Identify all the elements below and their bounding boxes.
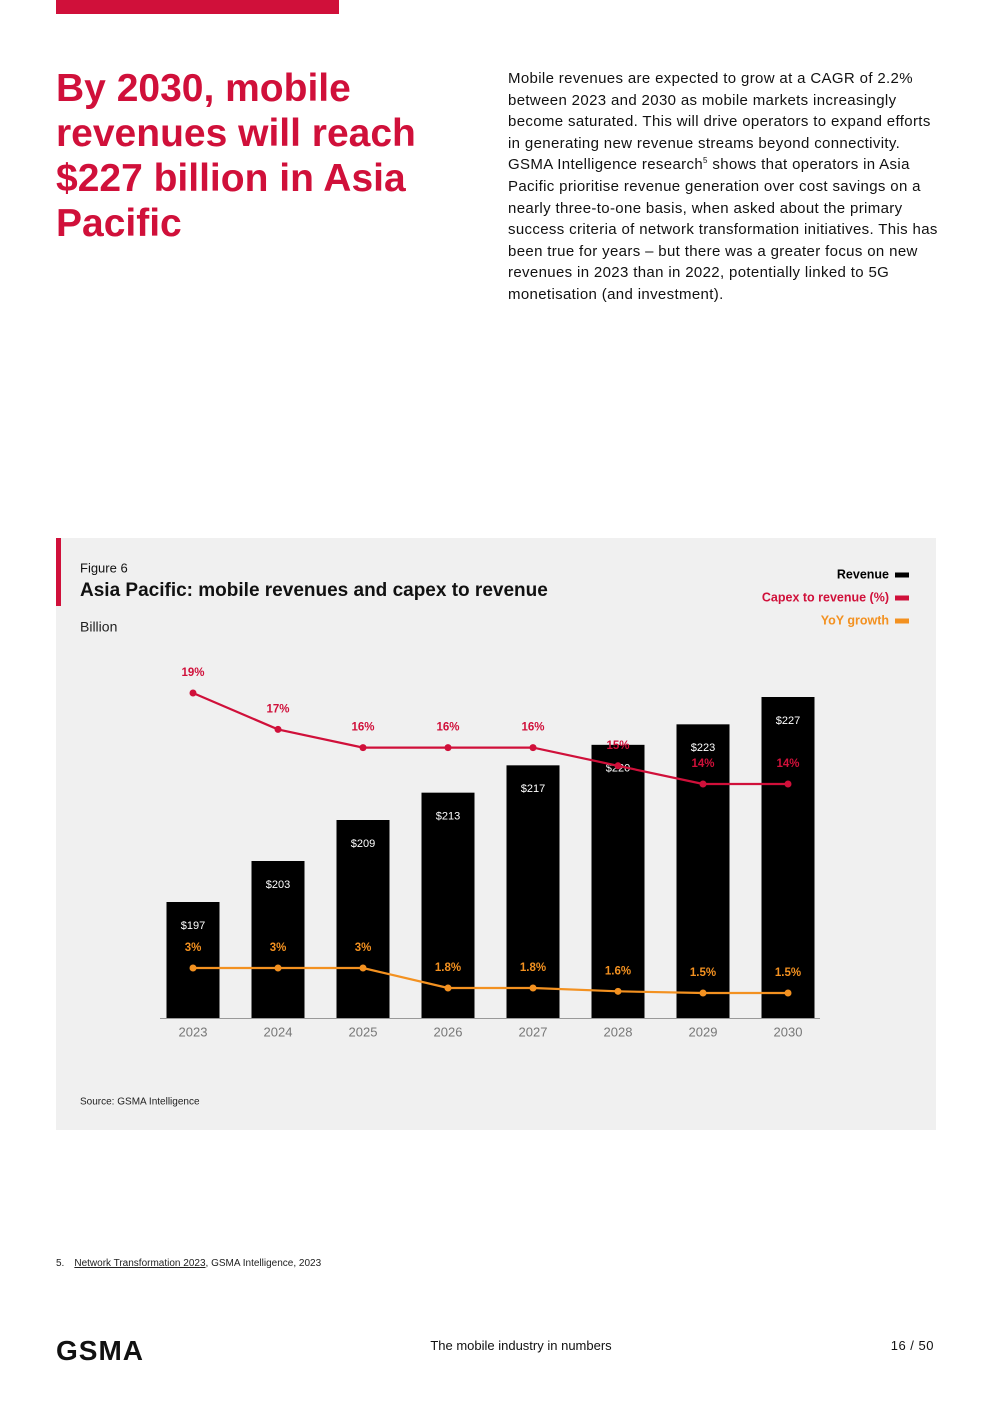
page-title: By 2030, mobile revenues will reach $227… (56, 67, 416, 245)
point (274, 725, 282, 733)
point (529, 984, 537, 992)
legend-label: YoY growth (821, 613, 889, 627)
x-tick-label: 2029 (689, 1024, 718, 1039)
value-label: 1.8% (435, 962, 461, 974)
value-label: 16% (436, 722, 459, 734)
footnote-link[interactable]: Network Transformation 2023 (74, 1258, 206, 1269)
x-tick-label: 2027 (519, 1024, 548, 1039)
bar (421, 792, 475, 1018)
x-tick-label: 2025 (349, 1024, 378, 1039)
body-text: Mobile revenues are expected to grow at … (508, 68, 940, 306)
footnote: 5. Network Transformation 2023, GSMA Inte… (56, 1258, 321, 1269)
legend-swatch (895, 595, 909, 601)
value-label: $223 (691, 742, 715, 754)
footnote-ref: 5 (703, 156, 708, 166)
bar (506, 765, 560, 1018)
value-label: 1.5% (690, 967, 716, 979)
unit-label: Billion (80, 619, 117, 635)
legend-swatch (895, 572, 909, 578)
point (189, 964, 197, 972)
point (444, 984, 452, 992)
point (614, 987, 622, 995)
point (529, 744, 537, 752)
point (699, 780, 707, 788)
bar (336, 820, 390, 1018)
value-label: 19% (181, 667, 204, 679)
chart-title: Asia Pacific: mobile revenues and capex … (80, 580, 548, 601)
value-label: 14% (691, 758, 714, 770)
value-label: 14% (776, 758, 799, 770)
value-label: 3% (355, 942, 372, 954)
bar (761, 697, 815, 1018)
value-label: 15% (606, 740, 629, 752)
value-label: 3% (185, 942, 202, 954)
value-label: 1.5% (775, 967, 801, 979)
bar (676, 724, 730, 1018)
value-label: $209 (351, 838, 375, 850)
value-label: 16% (351, 722, 374, 734)
point (784, 780, 792, 788)
value-label: $197 (181, 920, 205, 932)
point (784, 989, 792, 997)
bar (251, 861, 305, 1018)
point (189, 689, 197, 697)
bar (166, 902, 220, 1018)
top-bar (56, 0, 339, 14)
value-label: $217 (521, 783, 545, 795)
value-label: $213 (436, 811, 460, 823)
point (614, 762, 622, 770)
figure-label: Figure 6 (80, 560, 128, 575)
x-tick-label: 2028 (604, 1024, 633, 1039)
footnote-number: 5. (56, 1258, 65, 1269)
body-text: shows that operators in Asia Pacific pri… (508, 156, 938, 303)
body-text: Mobile revenues are expected to grow at … (508, 70, 931, 174)
legend-swatch (895, 618, 909, 624)
line (193, 966, 788, 995)
point (274, 964, 282, 972)
point (359, 744, 367, 752)
footer-text: The mobile industry in numbers (430, 1338, 612, 1353)
x-tick-label: 2030 (774, 1024, 803, 1039)
value-label: 3% (270, 942, 287, 954)
accent-bar (56, 538, 61, 606)
x-tick-label: 2023 (179, 1024, 208, 1039)
source: Source: GSMA Intelligence (80, 1097, 200, 1108)
footnote-text: , GSMA Intelligence, 2023 (205, 1258, 322, 1269)
page-number: 16 / 50 (890, 1338, 934, 1353)
bar (591, 744, 645, 1018)
value-label: 17% (266, 703, 289, 715)
line (192, 691, 788, 786)
logo: GSMA (56, 1335, 144, 1366)
value-label: 1.6% (605, 965, 631, 977)
legend-label: Revenue (837, 567, 889, 581)
point (699, 989, 707, 997)
value-label: 1.8% (520, 962, 546, 974)
legend-label: Capex to revenue (%) (762, 590, 889, 604)
chart: Figure 6 Asia Pacific: mobile revenues a… (56, 538, 936, 1130)
x-tick-label: 2024 (264, 1024, 293, 1039)
x-tick-label: 2026 (434, 1024, 463, 1039)
value-label: $227 (776, 715, 800, 727)
value-label: $203 (266, 879, 290, 891)
point (359, 964, 367, 972)
value-label: 16% (521, 722, 544, 734)
point (444, 744, 452, 752)
